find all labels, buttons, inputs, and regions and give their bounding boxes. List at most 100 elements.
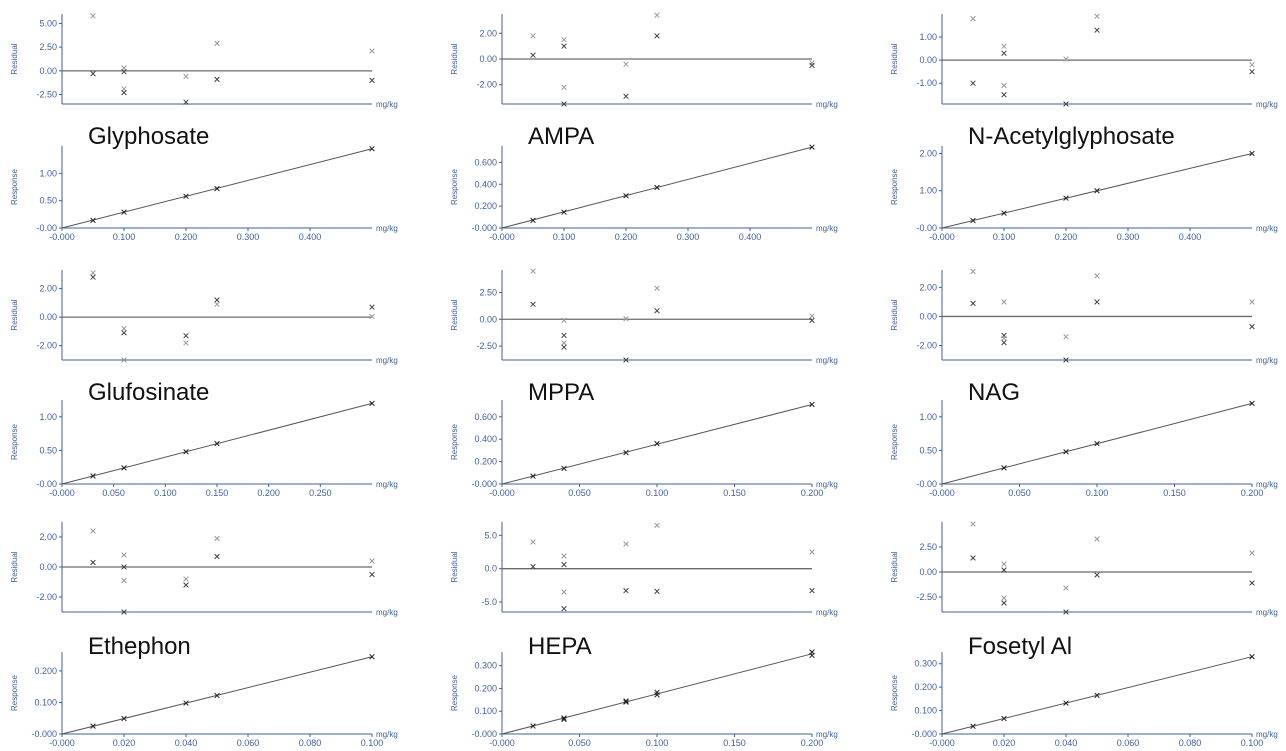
y-tick-label: 0.00 bbox=[39, 562, 57, 572]
y-tick-label: 0.100 bbox=[474, 706, 497, 716]
residual-point bbox=[530, 539, 536, 545]
residual-point bbox=[1094, 27, 1100, 33]
point-stroke bbox=[1001, 339, 1007, 346]
residual-point bbox=[90, 13, 96, 19]
calibration-point bbox=[1001, 715, 1007, 722]
point-stroke bbox=[561, 332, 567, 339]
residual-point bbox=[561, 101, 567, 107]
x-unit-label: mg/kg bbox=[376, 356, 398, 365]
residual-point bbox=[561, 84, 567, 91]
point-stroke bbox=[1094, 273, 1100, 279]
residual-plot: -2.00 0.00 2.00 mg/kg Residual bbox=[890, 268, 1278, 365]
x-tick-label: 0.100 bbox=[154, 488, 177, 498]
point-stroke bbox=[1249, 323, 1255, 330]
point-stroke bbox=[214, 76, 220, 83]
point-stroke bbox=[623, 315, 629, 322]
y-tick-label: 2.50 bbox=[479, 288, 497, 298]
residual-point bbox=[1094, 273, 1100, 279]
residual-point bbox=[1094, 536, 1100, 542]
panel-ampa: -2.00 0.00 2.00 mg/kg Residual AMPA -0.000 0.20… bbox=[450, 12, 838, 242]
calibration-point bbox=[561, 715, 567, 721]
point-stroke bbox=[530, 217, 536, 224]
residual-point bbox=[1249, 580, 1255, 586]
y-tick-label: -0.00 bbox=[916, 479, 937, 489]
calibration-point bbox=[1001, 210, 1007, 216]
residual-y-label: Residual bbox=[450, 299, 459, 330]
response-y-label: Response bbox=[10, 423, 19, 460]
calibration-point bbox=[970, 217, 976, 224]
residual-point bbox=[561, 36, 567, 43]
residual-point bbox=[121, 357, 127, 363]
x-tick-label: 0.100 bbox=[1086, 488, 1109, 498]
x-unit-label: mg/kg bbox=[1256, 224, 1278, 233]
point-stroke bbox=[1001, 92, 1007, 98]
y-tick-label: 2.00 bbox=[39, 284, 57, 294]
calibration-point bbox=[121, 715, 127, 722]
point-stroke bbox=[561, 344, 567, 350]
point-stroke bbox=[214, 185, 220, 192]
residual-point bbox=[90, 274, 96, 280]
residual-point bbox=[970, 80, 976, 86]
residual-point bbox=[970, 268, 976, 275]
point-stroke bbox=[1249, 653, 1255, 660]
response-plot: -0.00 0.50 1.00 -0.000 0.050 0.100 0.150 0.200m… bbox=[890, 400, 1278, 498]
point-stroke bbox=[561, 589, 567, 595]
calibration-point bbox=[1063, 700, 1069, 706]
point-stroke bbox=[530, 539, 536, 545]
y-tick-label: 0.50 bbox=[919, 445, 937, 455]
residual-point bbox=[183, 73, 189, 80]
y-tick-label: 0.200 bbox=[474, 457, 497, 467]
residual-point bbox=[530, 563, 536, 570]
residual-point bbox=[1001, 595, 1007, 601]
point-stroke bbox=[1063, 700, 1069, 706]
y-tick-label: 1.00 bbox=[39, 412, 57, 422]
y-tick-label: 2.50 bbox=[39, 42, 57, 52]
residual-point bbox=[183, 576, 189, 582]
point-stroke bbox=[809, 317, 815, 324]
x-tick-label: -0.000 bbox=[929, 488, 955, 498]
point-stroke bbox=[121, 209, 127, 215]
point-stroke bbox=[623, 93, 629, 100]
point-stroke bbox=[183, 340, 189, 346]
point-stroke bbox=[654, 184, 660, 191]
point-stroke bbox=[1001, 561, 1007, 567]
point-stroke bbox=[654, 588, 660, 595]
y-tick-label: 1.00 bbox=[919, 186, 937, 196]
x-tick-label: -0.000 bbox=[489, 232, 515, 242]
calibration-point bbox=[214, 440, 220, 447]
calibration-point bbox=[561, 465, 567, 472]
y-tick-label: 1.00 bbox=[39, 168, 57, 178]
point-stroke bbox=[1063, 448, 1069, 455]
point-stroke bbox=[369, 558, 375, 564]
x-unit-label: mg/kg bbox=[376, 224, 398, 233]
residual-point bbox=[90, 70, 96, 77]
x-tick-label: 0.400 bbox=[1179, 232, 1202, 242]
point-stroke bbox=[1249, 299, 1255, 305]
point-stroke bbox=[121, 89, 127, 96]
point-stroke bbox=[1001, 595, 1007, 601]
residual-point bbox=[623, 315, 629, 322]
compound-title: NAG bbox=[968, 379, 1020, 406]
residual-point bbox=[561, 553, 567, 559]
point-stroke bbox=[369, 48, 375, 54]
y-tick-label: -0.00 bbox=[36, 479, 57, 489]
residual-point bbox=[970, 555, 976, 561]
point-stroke bbox=[1001, 82, 1007, 89]
point-stroke bbox=[1001, 210, 1007, 216]
point-stroke bbox=[1094, 299, 1100, 305]
residual-point bbox=[1063, 609, 1069, 615]
point-stroke bbox=[214, 40, 220, 47]
residual-point bbox=[1001, 567, 1007, 573]
x-tick-label: 0.200 bbox=[615, 232, 638, 242]
residual-point bbox=[1001, 82, 1007, 89]
residual-point bbox=[121, 69, 127, 75]
residual-point bbox=[970, 521, 976, 527]
calibration-point bbox=[623, 698, 629, 704]
response-plot: -0.000 0.200 0.400 0.600 -0.000 0.100 0.200 0.3… bbox=[450, 144, 838, 242]
point-stroke bbox=[121, 465, 127, 471]
x-tick-label: 0.200 bbox=[1241, 488, 1264, 498]
point-stroke bbox=[654, 440, 660, 447]
residual-point bbox=[530, 301, 536, 308]
x-tick-label: 0.060 bbox=[237, 738, 260, 748]
